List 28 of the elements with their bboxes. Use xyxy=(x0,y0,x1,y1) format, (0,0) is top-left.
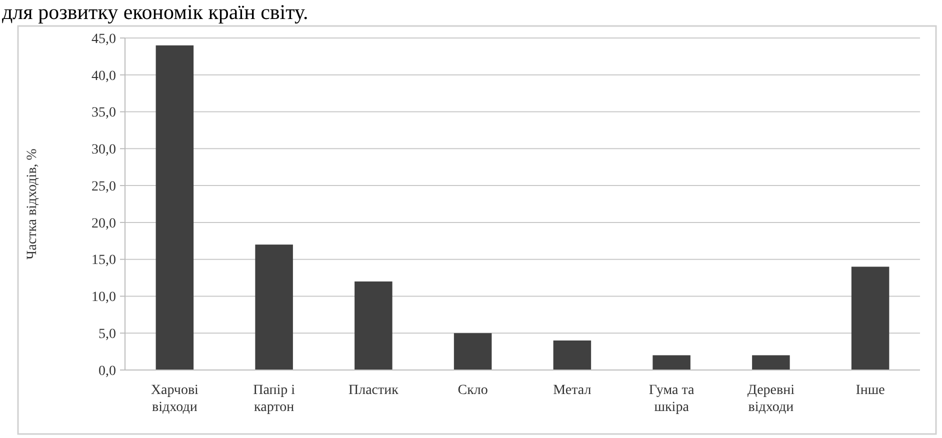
y-tick-label: 5,0 xyxy=(98,327,116,342)
bar xyxy=(652,355,690,370)
x-tick-label: Інше xyxy=(856,383,885,398)
y-tick-label: 0,0 xyxy=(98,364,116,379)
y-tick-label: 30,0 xyxy=(92,142,116,158)
text: для розвитку економік країн світу. xyxy=(2,0,308,24)
bar xyxy=(255,244,293,370)
bar xyxy=(454,333,492,370)
bar xyxy=(752,355,790,370)
x-tick-label: Харчові відходи xyxy=(150,383,199,415)
x-tick-label: Метал xyxy=(553,383,592,398)
y-tick-label: 45,0 xyxy=(92,32,116,47)
bar xyxy=(553,340,592,370)
x-tick-label: Папір і картон xyxy=(253,383,296,415)
y-tick-label: 40,0 xyxy=(92,68,116,84)
x-tick-label: Деревні відходи xyxy=(747,383,795,415)
bar xyxy=(354,281,392,370)
y-tick-label: 20,0 xyxy=(92,216,116,232)
y-tick-label: 35,0 xyxy=(92,106,116,121)
y-tick-label: 15,0 xyxy=(92,253,116,268)
x-tick-label: Гума та шкіра xyxy=(648,383,696,415)
x-tick-label: Скло xyxy=(458,383,488,398)
y-axis-title: Частка відходів, % xyxy=(25,148,40,260)
y-tick-label: 10,0 xyxy=(92,290,116,306)
bar xyxy=(156,45,194,370)
y-tick-label: 25,0 xyxy=(92,179,116,194)
x-tick-label: Пластик xyxy=(348,383,399,398)
bar xyxy=(851,266,890,370)
